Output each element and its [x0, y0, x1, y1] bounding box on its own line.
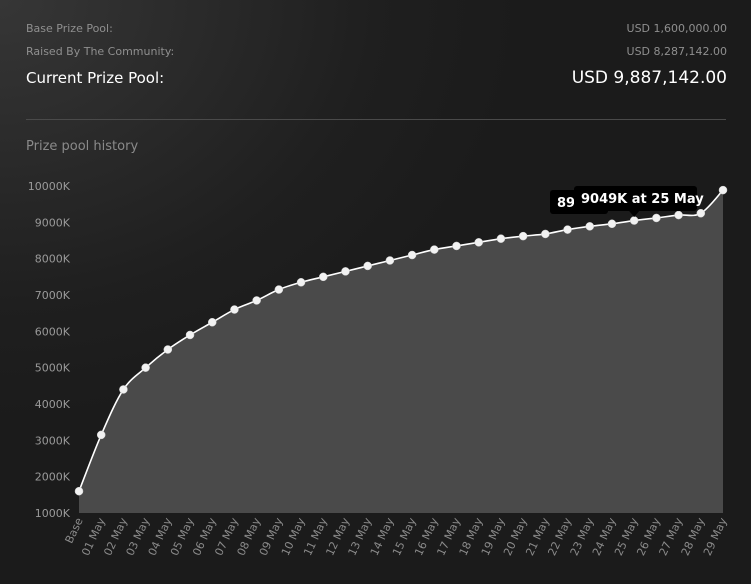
tooltip-box — [574, 186, 697, 211]
tooltip-pointer — [629, 211, 640, 217]
data-point[interactable] — [563, 225, 572, 234]
data-point[interactable] — [252, 296, 261, 305]
data-point[interactable] — [74, 486, 84, 496]
y-tick-label: 3000K — [35, 434, 71, 447]
prize-pool-history-title: Prize pool history — [26, 139, 139, 154]
current-prize-pool-value: USD 9,887,142.00 — [571, 68, 727, 88]
data-point[interactable] — [185, 330, 195, 340]
data-point[interactable] — [674, 210, 683, 220]
previous-tooltip-text: 89 — [557, 196, 575, 211]
tooltip-layer: 89 9049K at 25 May — [550, 186, 704, 217]
data-point[interactable] — [141, 363, 150, 372]
y-tick-label: 5000K — [35, 362, 71, 375]
tooltip-text: 9049K at 25 May — [581, 192, 704, 207]
data-point[interactable] — [96, 430, 106, 440]
current-prize-pool-row: Current Prize Pool: USD 9,887,142.00 — [26, 68, 727, 88]
y-tick-label: 2000K — [35, 471, 71, 484]
data-point[interactable] — [585, 222, 595, 231]
data-point[interactable] — [163, 345, 173, 354]
data-point[interactable] — [341, 267, 350, 276]
divider — [26, 119, 726, 120]
data-point[interactable] — [385, 256, 395, 265]
data-point[interactable] — [230, 305, 239, 314]
community-raised-label: Raised By The Community: — [26, 45, 175, 58]
y-tick-label: 9000K — [35, 216, 71, 229]
data-point[interactable] — [474, 238, 483, 247]
community-raised-row: Raised By The Community: USD 8,287,142.0… — [26, 45, 727, 58]
data-point[interactable] — [652, 213, 661, 223]
data-point[interactable] — [319, 272, 328, 282]
data-point[interactable] — [430, 245, 439, 254]
data-point[interactable] — [363, 261, 372, 271]
data-point[interactable] — [274, 285, 284, 294]
y-tick-label: 1000K — [35, 507, 71, 520]
community-raised-value: USD 8,287,142.00 — [626, 45, 727, 58]
data-point[interactable] — [607, 219, 617, 229]
y-tick-label: 4000K — [35, 398, 71, 411]
data-point[interactable] — [296, 278, 306, 287]
current-prize-pool-label: Current Prize Pool: — [26, 69, 165, 87]
base-prize-pool-value: USD 1,600,000.00 — [626, 22, 727, 35]
plot-area — [74, 185, 728, 514]
y-tick-label: 6000K — [35, 325, 71, 338]
data-point[interactable] — [119, 385, 128, 394]
base-prize-pool-label: Base Prize Pool: — [26, 22, 113, 35]
y-tick-label: 7000K — [35, 289, 71, 302]
data-point[interactable] — [207, 318, 217, 327]
y-axis: 1000K 2000K 3000K 4000K 5000K 6000K 7000K 8000K… — [28, 180, 71, 520]
data-point[interactable] — [718, 185, 728, 195]
data-point[interactable] — [629, 216, 639, 225]
area-fill — [79, 190, 723, 514]
y-tick-label: 10000K — [28, 180, 71, 193]
data-point[interactable] — [696, 209, 706, 218]
base-prize-pool-row: Base Prize Pool: USD 1,600,000.00 — [26, 22, 727, 35]
y-tick-label: 8000K — [35, 253, 71, 266]
data-point[interactable] — [518, 231, 528, 241]
x-tick-label: Base — [63, 516, 86, 546]
data-point[interactable] — [496, 234, 506, 243]
data-point[interactable] — [452, 241, 461, 251]
data-point[interactable] — [541, 229, 550, 239]
data-point[interactable] — [407, 250, 417, 260]
